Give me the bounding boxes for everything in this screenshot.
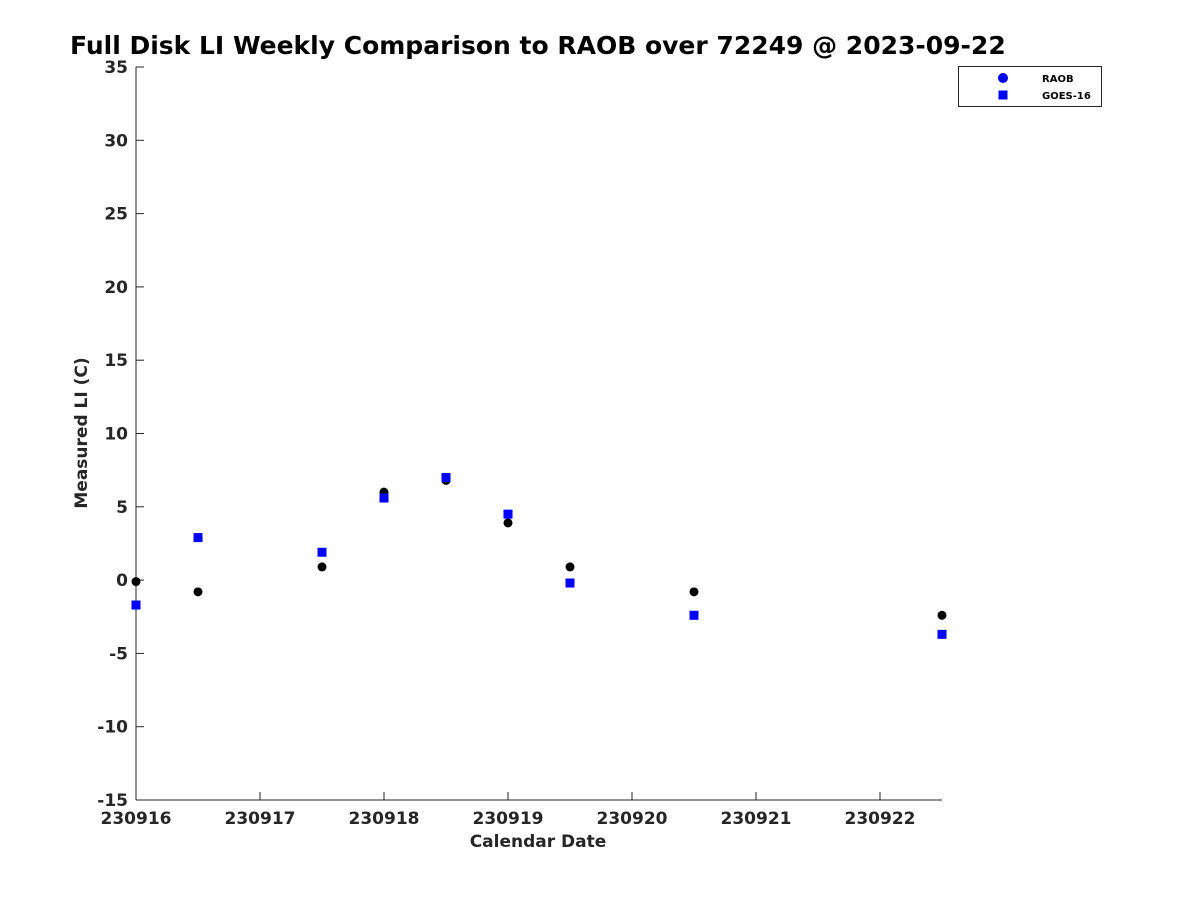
y-tick-label: -15 <box>97 791 128 811</box>
goes-16-point <box>689 610 699 620</box>
y-tick-label: 35 <box>104 58 128 78</box>
goes-16-point <box>503 509 513 519</box>
x-tick-label: 230917 <box>225 809 296 829</box>
x-axis-ticks: 230916 230917 230918 230919 230920 230921 2309… <box>101 792 916 829</box>
y-tick-label: 30 <box>104 131 128 151</box>
raob-point <box>131 577 141 587</box>
legend-box <box>958 66 1102 107</box>
x-tick-label: 230919 <box>473 809 544 829</box>
x-tick-label: 230918 <box>349 809 420 829</box>
goes-16-point <box>379 493 389 503</box>
raob-point <box>689 587 699 597</box>
y-tick-label: 15 <box>104 351 128 371</box>
legend: RAOB GOES-16 <box>958 66 1102 107</box>
goes-16-point <box>193 533 203 543</box>
x-tick-label: 230920 <box>597 809 668 829</box>
y-tick-label: 5 <box>116 498 128 518</box>
x-tick-label: 230916 <box>101 809 172 829</box>
raob-point <box>317 562 327 572</box>
y-tick-label: 20 <box>104 278 128 298</box>
raob-point <box>503 518 513 528</box>
legend-marker-goes-16 <box>998 90 1008 100</box>
y-axis-label: Measured LI (C) <box>72 357 92 508</box>
chart-title: Full Disk LI Weekly Comparison to RAOB o… <box>70 31 1006 60</box>
goes-16-point <box>565 578 575 588</box>
x-tick-label: 230922 <box>845 809 916 829</box>
y-tick-label: 10 <box>104 425 128 445</box>
legend-label: RAOB <box>1042 74 1074 85</box>
raob-point <box>565 562 575 572</box>
y-tick-label: -10 <box>97 718 128 738</box>
series-raob <box>131 475 947 620</box>
goes-16-point <box>937 629 947 639</box>
y-tick-label: -5 <box>109 644 128 664</box>
raob-point <box>193 587 203 597</box>
x-tick-label: 230921 <box>721 809 792 829</box>
series-goes-16 <box>131 472 947 639</box>
y-tick-label: 25 <box>104 205 128 225</box>
legend-label: GOES-16 <box>1042 91 1091 102</box>
raob-point <box>937 610 947 620</box>
legend-marker-raob <box>998 73 1008 83</box>
x-axis-label: Calendar Date <box>470 832 607 852</box>
goes-16-point <box>317 547 327 557</box>
y-axis-ticks: 35 30 25 20 15 10 5 0 -5 -10 -15 <box>97 58 144 811</box>
y-tick-label: 0 <box>116 571 128 591</box>
goes-16-point <box>131 600 141 610</box>
data-points <box>131 472 947 639</box>
goes-16-point <box>441 472 451 482</box>
